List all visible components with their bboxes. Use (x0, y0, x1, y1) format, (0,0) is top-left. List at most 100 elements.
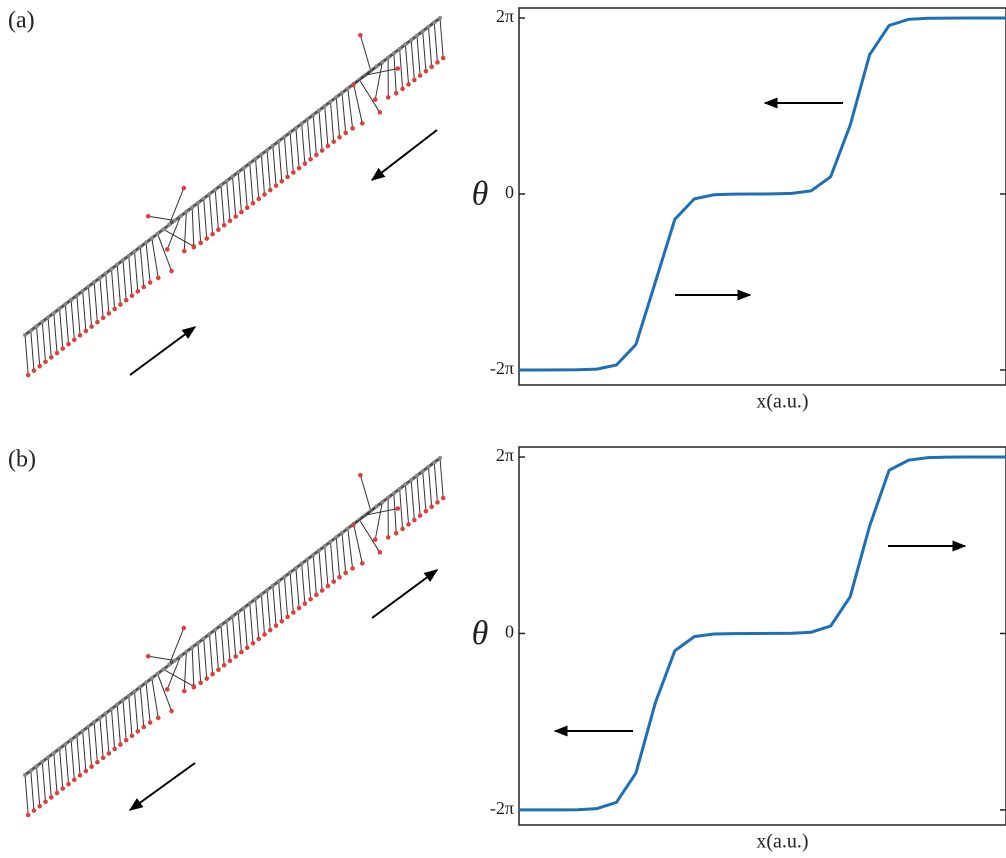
pendulum-bob (239, 209, 244, 215)
pendulum-arm (358, 519, 381, 553)
pendulum-bob (169, 708, 174, 714)
panel-label: (a) (8, 8, 35, 34)
pendulum-arm (399, 488, 404, 529)
pendulum-arm (352, 506, 377, 526)
pendulum-bob (350, 522, 356, 528)
pendulum-arm (24, 774, 29, 816)
pendulum-arm (347, 528, 354, 569)
pendulum-arm (278, 581, 283, 622)
pendulum-bob (296, 165, 302, 171)
pendulum-arm (289, 132, 294, 173)
pivot (23, 333, 27, 337)
pivot (236, 610, 241, 615)
pendulum-bob (262, 192, 267, 197)
pendulum-bob (412, 77, 417, 83)
pendulum-bob (141, 284, 147, 290)
pendulum-arm (70, 299, 75, 340)
pivot (397, 486, 402, 491)
pendulum-arm (393, 493, 397, 534)
pivot (288, 570, 293, 575)
pivot (438, 456, 442, 460)
pivot (138, 684, 143, 689)
pivot (270, 143, 275, 148)
pendulum-bob (31, 808, 37, 813)
pendulum-arm (243, 167, 248, 208)
pendulum-bob (395, 66, 401, 71)
pendulum-bob (400, 526, 405, 532)
pendulum-arm (82, 730, 87, 772)
pendulum-arm (427, 26, 433, 67)
pendulum-arm (255, 158, 260, 199)
pendulum-arm (249, 163, 254, 204)
pendulum-bob (221, 663, 227, 668)
pendulum-bob (25, 372, 31, 378)
pivot (138, 244, 143, 249)
pendulum-bob (221, 223, 227, 228)
pendulum-arm (53, 312, 58, 354)
pendulum-arm (166, 215, 182, 250)
pivot (57, 746, 62, 751)
pendulum-bob (302, 601, 308, 606)
pendulum-bob (60, 786, 66, 791)
pendulum-arm (353, 83, 363, 124)
pivot (293, 566, 298, 571)
pivot (276, 139, 281, 144)
pendulum-bob (169, 268, 174, 274)
pendulum-arm (110, 268, 116, 309)
pivot (86, 284, 91, 289)
pendulum-bob (31, 368, 37, 373)
pendulum-arm (399, 48, 404, 89)
pendulum-bob (191, 244, 197, 250)
pivot (74, 293, 79, 298)
pendulum-arm (128, 695, 133, 736)
pivot (414, 33, 419, 38)
pivot (224, 178, 229, 183)
pendulum-arm (41, 321, 46, 362)
pendulum-arm (76, 735, 81, 776)
pendulum-arm (47, 757, 52, 798)
pivot (322, 544, 327, 549)
pendulum-bob (106, 751, 112, 756)
pendulum-arm (318, 550, 323, 591)
pivot (230, 614, 235, 619)
pendulum-arm (128, 255, 133, 296)
pivot (374, 504, 379, 509)
pendulum-arm (232, 616, 237, 657)
pendulum-bob (267, 627, 273, 633)
pivot (374, 64, 379, 69)
pendulum-arm (289, 572, 294, 613)
pivot (132, 249, 137, 254)
pendulum-bob (239, 649, 244, 655)
pendulum-bob (435, 500, 440, 505)
pivot (328, 99, 333, 104)
pivot (218, 183, 223, 188)
pivot (311, 552, 316, 557)
pendulum-bob (393, 530, 399, 536)
pendulum-bob (377, 110, 383, 115)
pivot (23, 773, 27, 777)
pendulum-arm (30, 330, 35, 371)
pendulum-bob (54, 350, 60, 356)
pendulum-bob (314, 592, 319, 598)
pivot (184, 209, 189, 214)
pendulum-arm (148, 215, 175, 222)
x-axis-label: x(a.u.) (756, 831, 808, 853)
pendulum-bob (314, 152, 319, 158)
pivot (172, 658, 177, 663)
pendulum-bob (145, 213, 151, 219)
pivot (305, 117, 310, 122)
pendulum-arm (168, 627, 185, 666)
pendulum-arm (306, 559, 312, 600)
pendulum-arm (433, 462, 438, 503)
pivot (253, 156, 258, 161)
pivot (155, 671, 160, 676)
pendulum-arm (145, 242, 151, 283)
pivot (299, 561, 304, 566)
pendulum-bob (147, 720, 153, 725)
pendulum-bob (123, 297, 129, 303)
pendulum-bob (296, 605, 302, 611)
pendulum-arm (139, 246, 145, 287)
pivot (409, 478, 414, 483)
pendulum-arm (41, 761, 46, 802)
